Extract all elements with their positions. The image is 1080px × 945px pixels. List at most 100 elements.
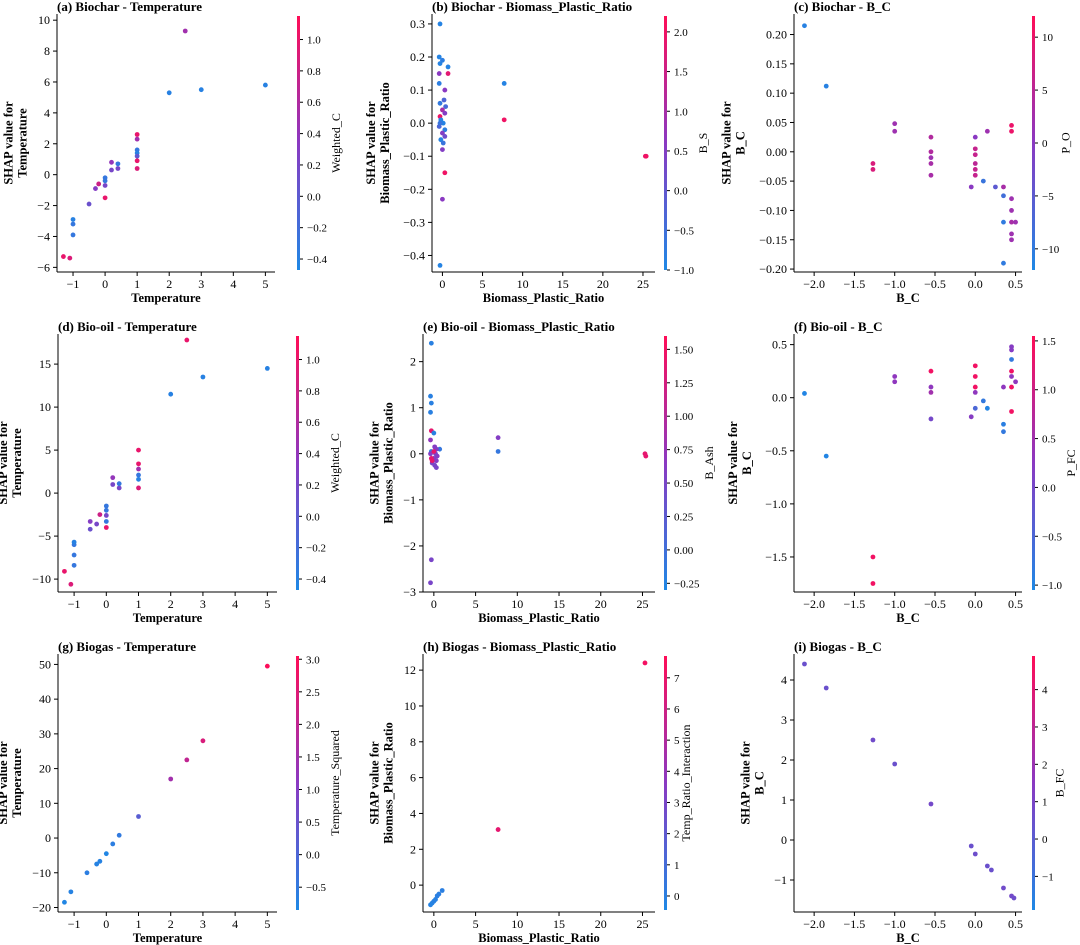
data-point — [870, 166, 876, 172]
y-axis-label-line1: SHAP value for — [364, 101, 378, 185]
data-point — [993, 184, 998, 190]
colorbar-tick-label: 1 — [674, 860, 680, 872]
colorbar — [664, 16, 667, 270]
data-point — [168, 391, 174, 397]
colorbar-tick-label: −0.5 — [674, 225, 694, 237]
colorbar-tick-label: 0.4 — [307, 129, 321, 141]
data-point — [428, 557, 434, 563]
subplot-title: (b) Biochar - Biomass_Plastic_Ratio — [432, 0, 632, 14]
data-point — [200, 374, 206, 380]
colorbar-tick-label: 2 — [674, 829, 680, 841]
x-tick-label: −1.0 — [884, 917, 906, 931]
colorbar — [296, 656, 299, 910]
data-point — [445, 64, 451, 70]
data-point — [62, 899, 67, 905]
colorbar-tick-label: 0.2 — [307, 160, 321, 172]
y-tick-label: 0.05 — [766, 115, 787, 129]
x-tick-label: 25 — [636, 917, 648, 931]
data-point — [1001, 429, 1006, 435]
x-tick-label: 10 — [511, 917, 523, 931]
data-point — [802, 661, 807, 667]
data-point — [428, 393, 433, 399]
data-point — [134, 166, 140, 171]
data-point — [428, 409, 433, 415]
data-point — [115, 161, 121, 167]
colorbar-tick-label: 3 — [674, 797, 680, 809]
colorbar — [664, 336, 667, 590]
data-point — [434, 453, 440, 459]
x-tick-label: 2 — [166, 277, 172, 291]
data-point — [109, 167, 114, 173]
subplot-title: (h) Biogas - Biomass_Plastic_Ratio — [423, 639, 616, 654]
data-point — [264, 663, 270, 669]
x-tick-label: 0 — [439, 277, 445, 291]
data-point — [501, 117, 507, 123]
data-point — [1009, 409, 1014, 414]
data-point — [103, 519, 109, 524]
data-point — [431, 449, 437, 454]
data-point — [823, 453, 829, 459]
colorbar-tick-label: 1.0 — [306, 785, 320, 797]
x-tick-label: 5 — [480, 277, 486, 291]
data-point — [440, 130, 445, 136]
data-point — [802, 391, 807, 396]
data-point — [1001, 421, 1006, 427]
colorbar-tick-label: −1 — [1042, 871, 1054, 883]
x-tick-label: 0.5 — [1008, 597, 1023, 611]
data-point — [168, 776, 174, 782]
data-point — [1009, 128, 1014, 134]
y-axis-label-line2: Biomass_Plastic_Ratio — [381, 722, 395, 844]
data-point — [433, 897, 438, 902]
data-point — [892, 374, 898, 379]
subplot-title: (c) Biochar - B_C — [794, 0, 891, 14]
colorbar-tick-label: 0.0 — [307, 191, 321, 203]
colorbar-label: Temp_Ratio_Interaction — [679, 724, 693, 841]
data-point — [501, 81, 507, 86]
x-tick-label: 0.0 — [968, 277, 983, 291]
data-point — [436, 81, 442, 86]
data-point — [136, 461, 141, 467]
y-tick-label: 0.2 — [410, 50, 425, 64]
data-point — [436, 891, 442, 897]
data-point — [1009, 219, 1014, 225]
data-point — [643, 453, 649, 459]
data-point — [442, 133, 448, 139]
colorbar-tick-label: 0.0 — [674, 186, 688, 198]
data-point — [110, 482, 116, 487]
y-tick-label: 50 — [39, 657, 51, 671]
x-tick-label: 5 — [262, 277, 268, 291]
colorbar-tick-label: 6 — [674, 704, 680, 716]
colorbar-tick-label: 1.0 — [306, 355, 320, 367]
data-point — [102, 175, 108, 181]
x-tick-label: 4 — [232, 917, 238, 931]
colorbar-tick-label: −10 — [1042, 244, 1060, 256]
y-tick-label: 1 — [410, 401, 416, 415]
y-tick-label: −1.0 — [765, 497, 787, 511]
data-point — [433, 465, 439, 471]
data-point — [972, 172, 978, 178]
data-point — [928, 155, 934, 161]
x-axis-label: Temperature — [131, 291, 201, 305]
colorbar-tick-label: 4 — [1042, 685, 1048, 697]
data-point — [988, 867, 994, 873]
data-point — [1009, 123, 1014, 128]
y-tick-label: −0.1 — [403, 149, 425, 163]
colorbar-tick-label: −0.4 — [307, 254, 327, 266]
data-point — [437, 21, 443, 27]
colorbar-tick-label: −0.4 — [306, 574, 326, 586]
data-point — [968, 414, 974, 420]
colorbar-tick-label: 0 — [674, 891, 680, 903]
x-tick-label: 0.0 — [968, 917, 983, 931]
colorbar-label: B_FC — [1053, 769, 1067, 798]
y-axis-label-line2: Temperature — [15, 108, 29, 178]
data-point — [440, 147, 445, 153]
x-tick-label: 0.0 — [968, 597, 983, 611]
x-tick-label: −2.0 — [803, 917, 825, 931]
y-axis-label-line2: B_C — [752, 771, 766, 795]
colorbar-tick-label: 0.50 — [674, 478, 694, 490]
y-tick-label: −10 — [32, 866, 51, 880]
data-point — [94, 861, 100, 867]
data-point — [431, 430, 437, 436]
colorbar-tick-label: 0.00 — [674, 545, 694, 557]
colorbar-tick-label: 0.6 — [307, 97, 321, 109]
